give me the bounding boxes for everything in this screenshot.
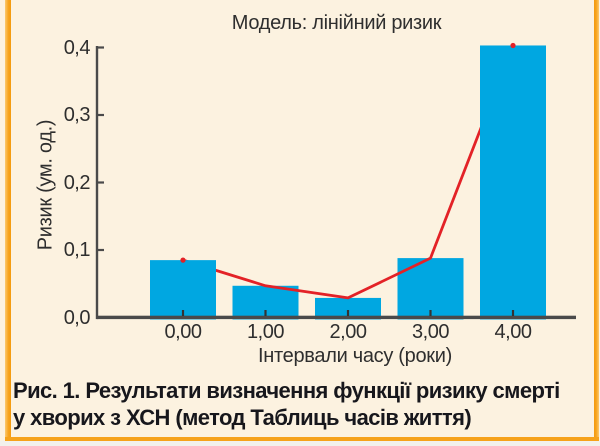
y-tick-label-0,2: 0,2 xyxy=(63,171,91,194)
x-axis-line xyxy=(97,315,576,320)
x-tick-label-2,00: 2,00 xyxy=(329,321,367,343)
y-tick-label-0,0: 0,0 xyxy=(63,306,91,329)
risk-line xyxy=(182,44,515,300)
x-axis-label: Інтервали часу (роки) xyxy=(258,345,452,367)
risk-bar-4 xyxy=(480,45,546,320)
caption-line-1: Рис. 1. Результати визначення функції ри… xyxy=(13,378,560,403)
y-tick-label-0,4: 0,4 xyxy=(63,36,91,59)
orange-border-right xyxy=(594,0,599,441)
line-point-marker-4 xyxy=(510,42,516,49)
line-point-marker-0 xyxy=(180,257,186,263)
chart-title: Модель: лінійний ризик xyxy=(231,12,442,34)
orange-border-bottom xyxy=(5,437,599,441)
x-tick-mark xyxy=(511,310,515,316)
y-tick-mark xyxy=(98,248,104,252)
y-tick-label-0,1: 0,1 xyxy=(63,239,91,261)
x-tick-mark xyxy=(181,310,185,316)
y-tick-mark xyxy=(98,181,104,184)
risk-chart xyxy=(95,42,576,320)
figure-caption: Рис. 1. Результати визначення функції ри… xyxy=(13,377,591,431)
x-tick-label-1,00: 1,00 xyxy=(247,321,284,343)
x-tick-label-0,00: 0,00 xyxy=(164,321,202,343)
y-tick-mark xyxy=(98,46,104,49)
y-axis-line xyxy=(95,46,99,320)
x-tick-label-4,00: 4,00 xyxy=(494,321,532,343)
x-tick-mark xyxy=(264,310,267,316)
caption-line-2: у хворих з ХСН (метод Таблиць часів житт… xyxy=(13,405,472,430)
x-tick-label-3,00: 3,00 xyxy=(412,321,449,343)
x-tick-mark xyxy=(429,310,432,316)
page-background-strip xyxy=(0,441,600,446)
y-tick-mark xyxy=(98,113,104,117)
x-tick-mark xyxy=(346,310,350,316)
risk-bar-2 xyxy=(315,297,381,320)
orange-border-left xyxy=(5,0,11,441)
risk-bar-0 xyxy=(150,260,216,320)
y-tick-label-0,3: 0,3 xyxy=(63,104,91,126)
